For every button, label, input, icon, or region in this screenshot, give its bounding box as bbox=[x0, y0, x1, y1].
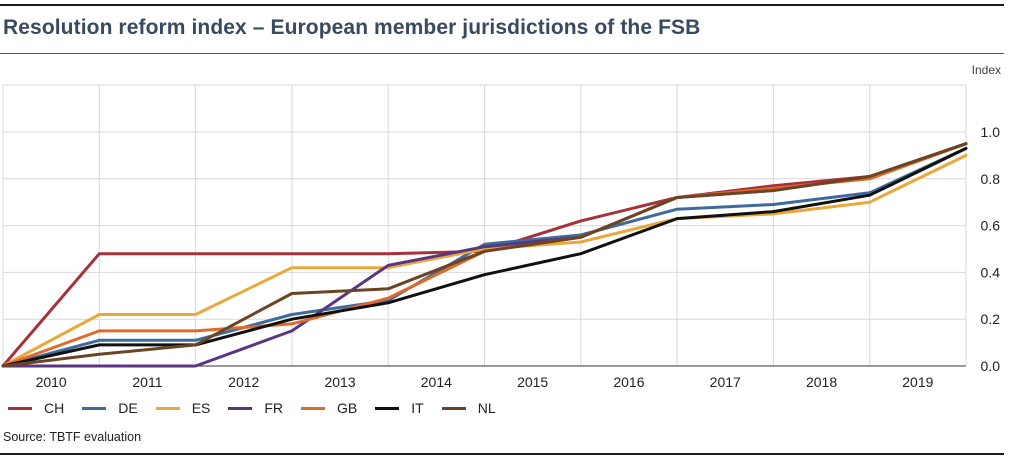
legend-swatch bbox=[82, 406, 107, 410]
legend-item-nl: NL bbox=[441, 400, 496, 416]
legend-item-fr: FR bbox=[228, 400, 283, 416]
x-tick-label: 2011 bbox=[132, 374, 162, 390]
x-tick-label: 2016 bbox=[613, 374, 644, 390]
x-tick-label: 2010 bbox=[36, 374, 67, 390]
x-tick-label: 2017 bbox=[710, 374, 741, 390]
legend-swatch bbox=[8, 406, 32, 410]
top-rule bbox=[0, 4, 1004, 6]
x-tick-label: 2012 bbox=[228, 374, 259, 390]
x-tick-label: 2019 bbox=[902, 374, 933, 390]
series-line-nl bbox=[1, 142, 968, 368]
y-tick-label: 0.8 bbox=[981, 171, 1001, 187]
x-tick-label: 2018 bbox=[806, 374, 837, 390]
y-tick-label: 0.6 bbox=[981, 218, 1001, 234]
legend-label: CH bbox=[44, 400, 65, 416]
source-note: Source: TBTF evaluation bbox=[3, 430, 142, 444]
y-tick-label: 1.0 bbox=[981, 124, 1001, 140]
x-tick-label: 2015 bbox=[517, 374, 548, 390]
y-tick-label: 0.0 bbox=[981, 358, 1001, 374]
chart-title: Resolution reform index – European membe… bbox=[3, 16, 701, 39]
legend-label: GB bbox=[337, 400, 358, 416]
legend-swatch bbox=[228, 406, 253, 410]
legend-label: DE bbox=[118, 400, 138, 416]
line-chart: 1.0 0.8 0.6 0.4 0.2 0.0 2010 2011 2012 2013 2014 20… bbox=[1, 84, 1001, 390]
legend-swatch bbox=[441, 406, 466, 410]
legend-item-gb: GB bbox=[301, 400, 357, 416]
title-divider bbox=[0, 53, 1004, 54]
legend-swatch bbox=[155, 406, 180, 410]
series-line-es bbox=[1, 153, 968, 368]
legend-item-de: DE bbox=[82, 400, 138, 416]
legend-label: ES bbox=[191, 400, 211, 416]
y-axis-unit-label: Index bbox=[971, 63, 1001, 77]
legend-item-ch: CH bbox=[8, 400, 64, 416]
series-line-de bbox=[1, 146, 968, 368]
series-line-it bbox=[1, 146, 968, 368]
legend-swatch bbox=[301, 406, 326, 410]
y-tick-label: 0.2 bbox=[981, 311, 1001, 327]
bottom-rule bbox=[0, 453, 1004, 455]
x-tick-label: 2013 bbox=[324, 374, 355, 390]
legend-label: FR bbox=[264, 400, 284, 416]
legend-label: IT bbox=[411, 400, 424, 416]
legend-swatch bbox=[375, 406, 400, 410]
legend-label: NL bbox=[477, 400, 496, 416]
chart-legend: CH DE ES FR GB IT NL bbox=[8, 400, 514, 416]
legend-item-es: ES bbox=[155, 400, 211, 416]
legend-item-it: IT bbox=[375, 400, 424, 416]
x-tick-label: 2014 bbox=[421, 374, 452, 390]
y-tick-label: 0.4 bbox=[981, 264, 1001, 280]
